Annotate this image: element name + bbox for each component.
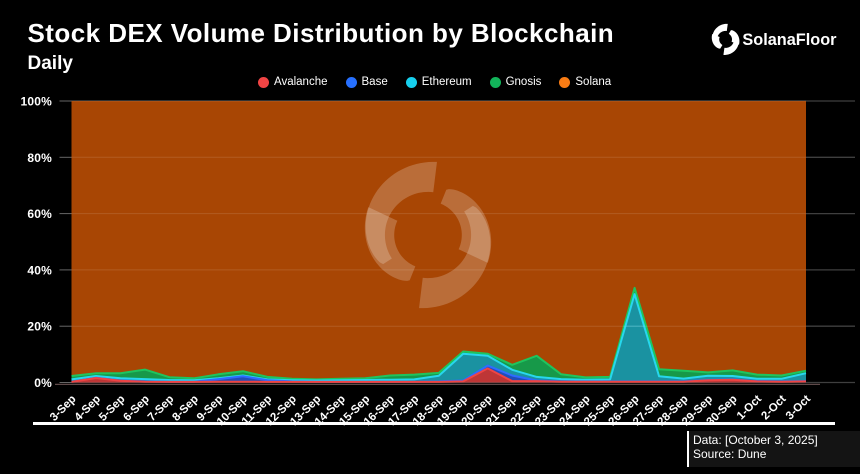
svg-text:80%: 80% (27, 151, 52, 165)
svg-text:20%: 20% (27, 320, 52, 334)
svg-text:2-Oct: 2-Oct (759, 393, 788, 422)
svg-text:0%: 0% (34, 376, 52, 390)
svg-text:7-Sep: 7-Sep (146, 393, 177, 424)
svg-text:60%: 60% (27, 207, 52, 221)
svg-text:6-Sep: 6-Sep (121, 393, 152, 424)
svg-text:4-Sep: 4-Sep (72, 393, 103, 424)
svg-text:3-Sep: 3-Sep (48, 393, 79, 424)
svg-text:40%: 40% (27, 263, 52, 277)
svg-text:100%: 100% (21, 95, 53, 109)
svg-text:8-Sep: 8-Sep (170, 393, 201, 424)
svg-text:3-Oct: 3-Oct (784, 393, 813, 422)
svg-text:5-Sep: 5-Sep (97, 393, 128, 424)
svg-text:1-Oct: 1-Oct (735, 393, 764, 422)
